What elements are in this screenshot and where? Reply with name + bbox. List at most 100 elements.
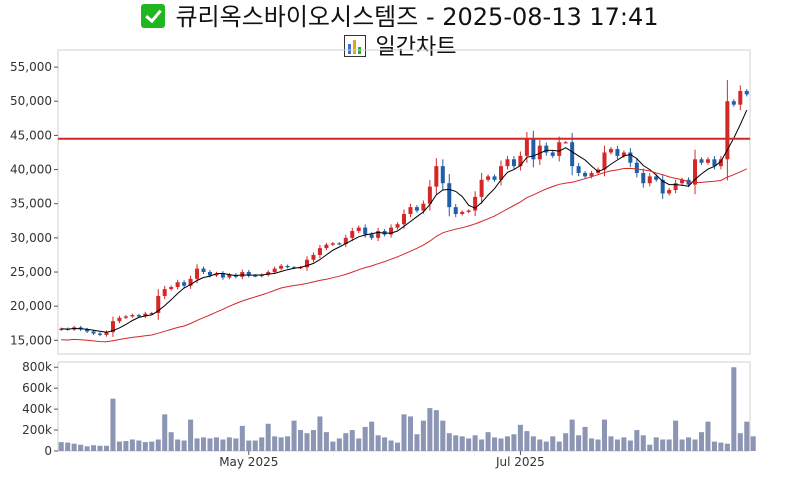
volume-bar [530,436,536,451]
volume-bar [466,438,472,451]
volume-bar [718,442,724,451]
volume-bars [58,367,756,451]
candle-body [421,203,426,211]
candle-body [544,145,549,153]
candle-body [570,142,575,167]
volume-bar [362,426,368,451]
candle-body [550,152,555,156]
volume-bar [84,446,90,451]
candle-body [246,272,251,276]
volume-bar [621,437,627,451]
candle-body [311,254,316,260]
volume-bar [265,423,271,451]
candle-body [712,159,717,167]
candle-body [589,172,594,177]
volume-bar [97,445,103,451]
volume-bar [485,432,491,451]
price-tick-label: 25,000 [10,265,52,279]
candle-body [369,234,374,238]
price-tick-label: 55,000 [10,60,52,74]
volume-bar [213,437,219,451]
candle-body [641,172,646,184]
volume-bar [71,443,77,451]
volume-bar [608,436,614,451]
candle-body [91,331,96,334]
volume-bar [200,437,207,451]
candle-body [136,315,141,317]
volume-tick-label: 400k [22,402,52,416]
chart-title: 큐리옥스바이오시스템즈 - 2025-08-13 17:41 [175,3,659,31]
volume-bar [162,414,168,451]
candle-body [149,313,154,315]
candle-body [143,313,148,317]
candle-body [466,210,471,212]
price-tick-label: 20,000 [10,299,52,313]
volume-bar [356,438,362,451]
volume-bar [407,416,413,451]
volume-bar [666,439,672,451]
volume-bar [537,439,543,451]
candle-body [414,207,419,211]
candle-body [628,152,633,163]
volume-bar [103,445,110,451]
candle-body [330,243,335,245]
candle-body [434,166,439,187]
volume-y-axis: 0 200k 400k 600k 800k [22,360,58,458]
candle-body [499,166,504,180]
volume-tick-label: 200k [22,423,52,437]
volume-bar [304,433,310,451]
candle-body [537,145,542,160]
volume-bar [653,437,659,451]
candle-body [511,159,516,167]
volume-bar [317,416,323,451]
candle-body [207,272,212,276]
candle-body [621,152,626,156]
chart-subtitle-row: 일간차트 [0,33,800,63]
price-y-axis: 15,000 20,000 25,000 30,000 35,000 40,000 45,0… [10,60,58,347]
candle-body [447,183,452,208]
volume-bar [582,426,588,451]
volume-bar [731,367,737,451]
volume-bar [142,442,148,451]
volume-bar [78,444,84,451]
volume-tick-label: 600k [22,381,52,395]
candle-body [615,149,620,156]
volume-bar [498,438,504,451]
candle-body [376,231,381,238]
candle-body [110,321,115,333]
volume-bar [750,436,756,451]
candle-body [492,176,497,180]
price-tick-label: 40,000 [10,163,52,177]
volume-bar [226,437,232,451]
volume-bar [627,440,633,451]
candle-body [401,213,407,225]
candle-body [123,316,128,318]
volume-bar [459,436,465,451]
volume-bar [511,434,517,451]
volume-bar [382,437,388,451]
volume-bar [492,437,498,451]
volume-bar [601,419,608,451]
volume-tick-label: 0 [44,444,52,458]
volume-bar [705,421,711,451]
volume-bar [647,444,653,451]
volume-bar [220,439,226,451]
price-tick-label: 50,000 [10,94,52,108]
volume-bar [181,440,187,451]
volume-bar [634,430,640,451]
volume-bar [479,439,485,451]
candle-body [162,289,167,296]
volume-bar [504,436,510,451]
price-candles [59,80,749,337]
volume-bar [698,432,705,451]
candle-body [227,274,232,278]
chart-title-row: 큐리옥스바이오시스템즈 - 2025-08-13 17:41 [0,0,800,34]
volume-bar [116,441,122,451]
volume-bar [517,424,523,451]
candle-body [98,333,103,335]
candle-body [285,265,290,268]
volume-bar [272,436,278,451]
ma-short-line [61,109,748,333]
volume-bar [744,421,750,451]
candle-body [531,138,536,160]
